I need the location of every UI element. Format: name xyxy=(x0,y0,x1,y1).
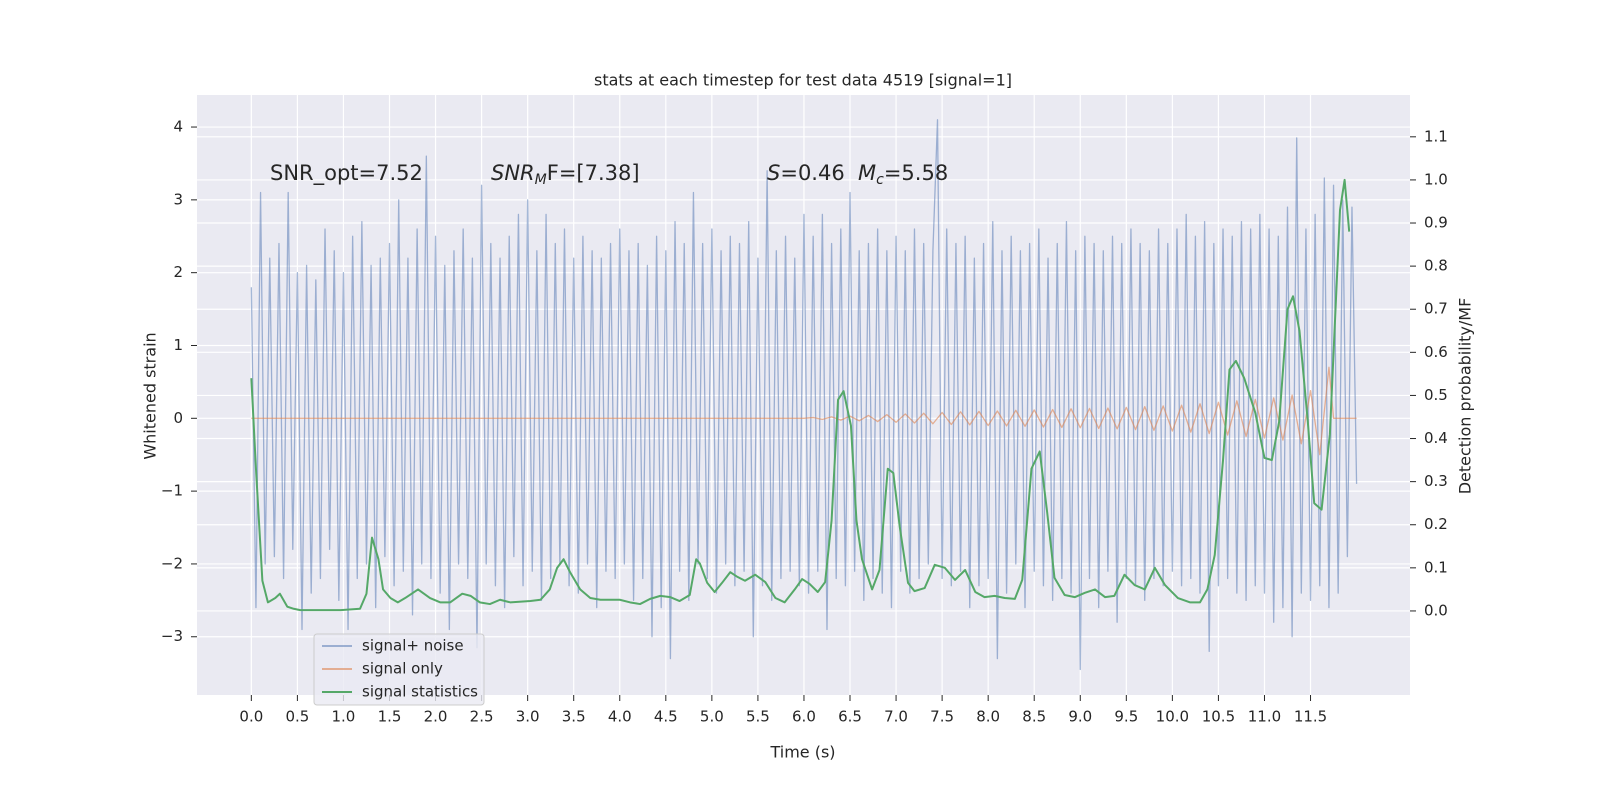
legend-label: signal statistics xyxy=(362,683,478,701)
annotation: SNRMF=[7.38] xyxy=(491,161,640,188)
x-tick-label: 6.5 xyxy=(838,708,862,726)
legend-box xyxy=(313,633,485,706)
y-tick-label: 3 xyxy=(173,190,183,208)
y2-tick-label: 0.6 xyxy=(1424,343,1448,361)
y2-tick-label: 1.1 xyxy=(1424,127,1448,145)
y2-tick-label: 0.8 xyxy=(1424,257,1448,275)
annotation: S=0.46 xyxy=(767,161,845,185)
y-tick-label: 2 xyxy=(173,263,183,281)
x-tick-label: 1.0 xyxy=(332,708,356,726)
annotation: Mc=5.58 xyxy=(858,161,948,188)
chart-title: stats at each timestep for test data 451… xyxy=(594,71,1012,90)
x-tick-label: 5.0 xyxy=(700,708,724,726)
x-tick-label: 3.0 xyxy=(516,708,540,726)
y2-tick-label: 1.0 xyxy=(1424,170,1448,188)
x-tick-label: 7.0 xyxy=(884,708,908,726)
x-tick-label: 2.5 xyxy=(470,708,494,726)
x-tick-label: 5.5 xyxy=(746,708,770,726)
x-tick-label: 10.0 xyxy=(1156,708,1189,726)
x-tick-label: 9.0 xyxy=(1068,708,1092,726)
x-tick-label: 11.0 xyxy=(1248,708,1281,726)
annotation: SNR_opt=7.52 xyxy=(270,161,423,186)
x-tick-label: 11.5 xyxy=(1294,708,1327,726)
series-line xyxy=(250,178,1351,612)
x-tick-label: 8.0 xyxy=(976,708,1000,726)
y2-tick-label: 0.3 xyxy=(1424,472,1448,490)
series-line xyxy=(251,366,1357,456)
y2-tick-label: 0.1 xyxy=(1424,558,1448,576)
x-tick-label: 6.0 xyxy=(792,708,816,726)
x-tick-label: 2.0 xyxy=(424,708,448,726)
y-tick-label: −1 xyxy=(161,482,183,500)
y2-tick-label: 0.5 xyxy=(1424,386,1448,404)
marks xyxy=(250,119,1358,671)
annotation-text: =5.58 xyxy=(884,161,948,185)
annotation-text: =0.46 xyxy=(780,161,844,185)
legend-label: signal only xyxy=(362,660,443,678)
y2-tick-label: 0.0 xyxy=(1424,601,1448,619)
x-tick-label: 0.5 xyxy=(285,708,309,726)
y-tick-label: −2 xyxy=(161,554,183,572)
y-tick-label: 4 xyxy=(173,118,183,136)
y2-tick-label: 0.7 xyxy=(1424,300,1448,318)
legend-label: signal+ noise xyxy=(362,637,464,655)
y-axis-label: Whitened strain xyxy=(141,332,160,459)
x-tick-label: 4.0 xyxy=(608,708,632,726)
annotation-text: SNR xyxy=(491,161,535,185)
y-tick-label: 0 xyxy=(173,409,183,427)
annotation-subscript: M xyxy=(535,172,547,188)
annotation-subscript: c xyxy=(876,172,884,188)
axes: 0.0 0.5 1.0 1.5 2.0 2.5 3.0 3.5 4.0 4.5 5.0 5.5 6.0 6… xyxy=(161,118,1448,726)
y-tick-label: −3 xyxy=(161,627,183,645)
y2-tick-label: 0.2 xyxy=(1424,515,1448,533)
legend: signal+ noise signal only signal statistic… xyxy=(313,633,485,706)
x-tick-label: 1.5 xyxy=(378,708,402,726)
annotation-text: S xyxy=(767,161,780,185)
x-tick-label: 4.5 xyxy=(654,708,678,726)
annotation-text: M xyxy=(858,161,876,185)
series-line xyxy=(250,119,1358,671)
x-tick-label: 8.5 xyxy=(1022,708,1046,726)
y-tick-label: 1 xyxy=(173,336,183,354)
x-tick-label: 9.5 xyxy=(1114,708,1138,726)
x-tick-label: 0.0 xyxy=(239,708,263,726)
x-tick-label: 10.5 xyxy=(1202,708,1235,726)
x-axis-label: Time (s) xyxy=(769,743,835,762)
annotation-text: F=[7.38] xyxy=(547,161,640,185)
x-tick-label: 3.5 xyxy=(562,708,586,726)
y2-axis-label: Detection probability/MF xyxy=(1456,298,1475,495)
y2-tick-label: 0.4 xyxy=(1424,429,1448,447)
annotation-text: SNR_opt=7.52 xyxy=(270,161,423,186)
y2-tick-label: 0.9 xyxy=(1424,214,1448,232)
x-tick-label: 7.5 xyxy=(930,708,954,726)
